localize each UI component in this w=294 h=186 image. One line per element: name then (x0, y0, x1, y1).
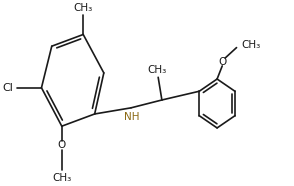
Text: CH₃: CH₃ (147, 65, 166, 75)
Text: O: O (58, 140, 66, 150)
Text: CH₃: CH₃ (52, 173, 71, 183)
Text: Cl: Cl (3, 83, 14, 93)
Text: CH₃: CH₃ (242, 40, 261, 50)
Text: O: O (218, 57, 226, 68)
Text: CH₃: CH₃ (74, 3, 93, 13)
Text: NH: NH (124, 112, 140, 122)
